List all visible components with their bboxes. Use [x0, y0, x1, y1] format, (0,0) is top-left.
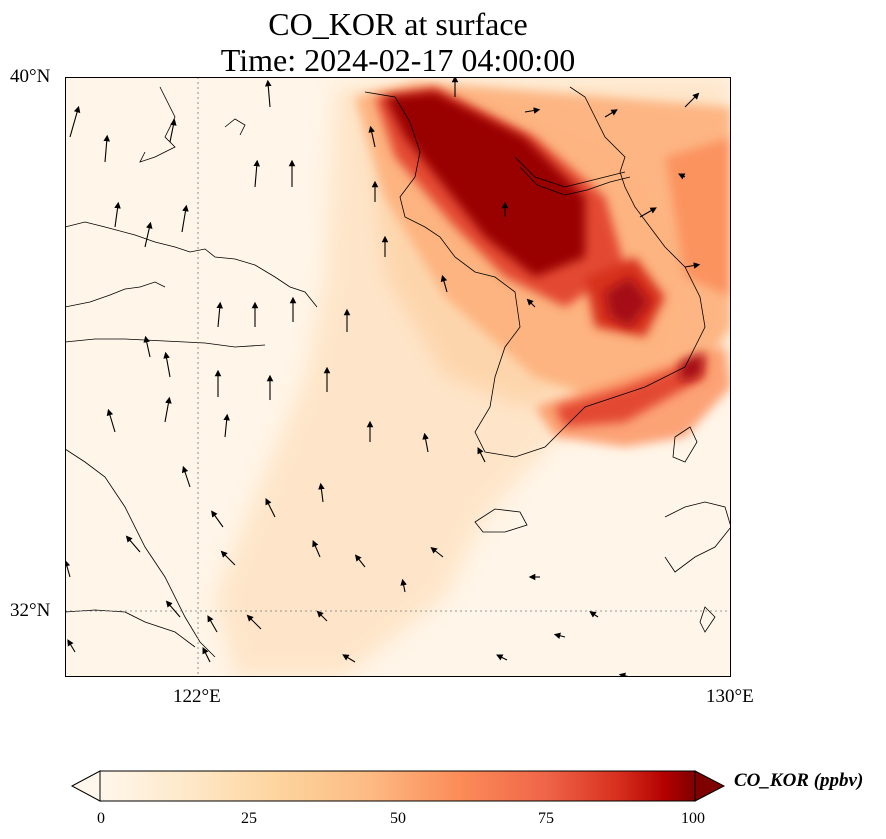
wind-arrow: [163, 351, 171, 378]
colorbar-extend-min: [70, 770, 101, 802]
wind-arrow: [477, 447, 486, 463]
wind-arrow: [106, 408, 116, 433]
wind-arrow: [589, 611, 599, 618]
lon-label-122e: 122°E: [173, 686, 221, 707]
wind-arrow: [69, 105, 81, 138]
wind-arrow: [368, 125, 376, 148]
wind-arrow: [207, 615, 218, 633]
wind-arrow: [316, 610, 328, 622]
map-border: [65, 77, 731, 677]
wind-arrow: [440, 274, 448, 293]
wind-arrow: [342, 654, 356, 663]
lat-label-40n: 40°N: [10, 66, 51, 87]
wind-arrow: [422, 432, 429, 453]
colorbar-tick-50: 50: [390, 810, 406, 827]
colorbar-tick-25: 25: [241, 810, 257, 827]
wind-arrow: [164, 396, 172, 423]
wind-arrow: [354, 554, 366, 568]
colorbar-label: CO_KOR (ppbv): [734, 770, 864, 791]
wind-arrow: [678, 173, 686, 180]
colorbar-tick-100: 100: [681, 810, 705, 827]
wind-arrow: [639, 207, 657, 218]
wind-vectors: [65, 77, 701, 677]
map-title: CO_KOR at surface: [268, 6, 528, 42]
wind-arrow: [181, 204, 189, 233]
wind-arrow: [264, 79, 272, 108]
wind-arrow: [524, 107, 541, 114]
wind-arrow: [202, 647, 211, 663]
wind-arrow: [103, 134, 111, 163]
wind-arrow: [312, 539, 321, 558]
wind-arrow: [143, 335, 151, 358]
wind-arrow: [684, 262, 701, 269]
wind-arrow: [553, 632, 566, 640]
colorbar-gradient: [99, 770, 696, 802]
wind-arrow: [496, 654, 508, 661]
wind-arrow: [430, 546, 444, 558]
plume-peak-field: [385, 92, 705, 382]
lon-label-130e: 130°E: [706, 686, 754, 707]
wind-arrow: [125, 535, 141, 553]
wind-arrow: [114, 201, 121, 228]
lat-label-32n: 32°N: [10, 600, 51, 621]
wind-arrow: [216, 301, 223, 328]
wind-arrow: [223, 413, 230, 438]
colorbar-extend-max: [694, 770, 726, 802]
wind-arrow: [181, 465, 191, 488]
concentration-map: [65, 77, 731, 677]
colorbar: [70, 770, 726, 802]
wind-arrow: [526, 298, 536, 308]
wind-arrow: [169, 118, 177, 143]
wind-arrow: [211, 510, 224, 528]
wind-arrow: [684, 92, 700, 108]
wind-arrow: [65, 559, 71, 578]
wind-arrow: [400, 578, 407, 593]
wind-arrow: [253, 159, 261, 188]
wind-arrow: [67, 639, 76, 653]
colorbar-tick-0: 0: [97, 810, 105, 827]
wind-arrow: [265, 498, 276, 518]
colorbar-tick-75: 75: [538, 810, 554, 827]
wind-arrow: [246, 614, 262, 630]
wind-arrow: [220, 550, 236, 566]
wind-arrow: [604, 109, 618, 118]
wind-arrow: [165, 600, 181, 618]
wind-arrow: [144, 221, 153, 248]
map-subtitle-time: Time: 2024-02-17 04:00:00: [220, 42, 576, 78]
gridlines: [65, 77, 731, 677]
wind-arrow: [318, 482, 325, 503]
coastlines: [65, 86, 731, 658]
